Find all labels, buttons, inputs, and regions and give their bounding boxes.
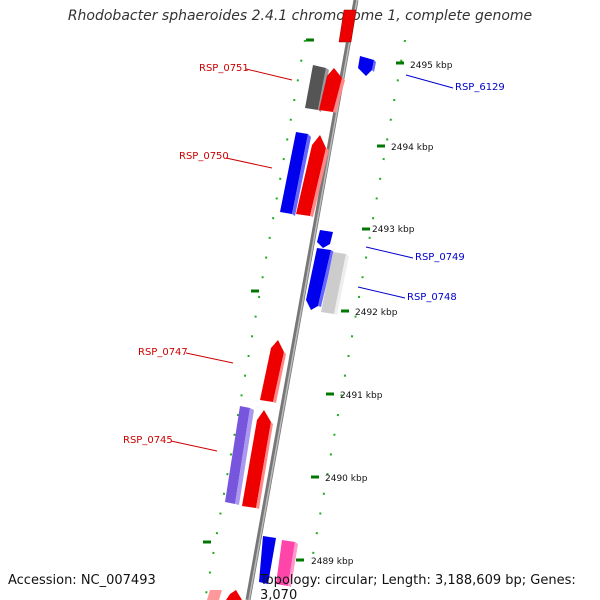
- scale-label: 2489 kbp: [311, 557, 354, 567]
- scale-label: 2494 kbp: [391, 143, 434, 153]
- accession-label: Accession: NC_007493: [8, 573, 156, 588]
- gene-label-rsp_0751[interactable]: RSP_0751: [199, 63, 249, 74]
- gene-bottom-forward[interactable]: [207, 590, 242, 600]
- genome-summary: Topology: circular; Length: 3,188,609 bp…: [260, 573, 576, 600]
- gene-label-rsp_0745[interactable]: RSP_0745: [123, 435, 173, 446]
- gene-label-rsp_0747[interactable]: RSP_0747: [138, 347, 188, 358]
- gene-rsp_0750-blue[interactable]: [280, 132, 311, 216]
- gene-label-rsp_0749[interactable]: RSP_0749: [415, 252, 465, 263]
- scale-ticks: [296, 61, 404, 562]
- gene-rsp_0748-grey[interactable]: [321, 252, 349, 315]
- label-leader: [357, 286, 406, 299]
- label-leader: [185, 352, 234, 364]
- label-leader: [405, 74, 454, 89]
- gene-label-rsp_0748[interactable]: RSP_0748: [407, 292, 457, 303]
- gene-bottom-reverse[interactable]: [259, 536, 298, 587]
- label-leader: [365, 246, 414, 259]
- label-leader: [245, 68, 293, 81]
- scale-guide-dots-right: [311, 39, 406, 561]
- gene-rsp_0751-grey[interactable]: [305, 65, 329, 112]
- gene-rsp_0745[interactable]: [242, 410, 273, 509]
- gene-rsp_6129[interactable]: [358, 56, 376, 76]
- label-leader: [170, 440, 218, 452]
- scale-label: 2491 kbp: [340, 391, 383, 401]
- gene-rsp_0751[interactable]: [319, 68, 345, 113]
- gene-rsp_0750[interactable]: [296, 135, 329, 217]
- gene-rsp_0747[interactable]: [260, 340, 286, 403]
- gene-arrow[interactable]: [338, 9, 357, 43]
- gene-label-rsp_0750[interactable]: RSP_0750: [179, 151, 229, 162]
- gene-rsp_0748-blue[interactable]: [306, 248, 334, 310]
- left-ticks: [203, 38, 314, 544]
- scale-label: 2495 kbp: [410, 61, 453, 71]
- scale-label: 2490 kbp: [325, 474, 368, 484]
- label-leader: [225, 157, 273, 169]
- genome-title: Rhodobacter sphaeroides 2.4.1 chromosome…: [67, 8, 533, 24]
- gene-rsp_0745-purple[interactable]: [225, 406, 254, 505]
- gene-rsp_0749[interactable]: [317, 230, 333, 248]
- gene-label-rsp_6129[interactable]: RSP_6129: [455, 82, 505, 93]
- outer-guide-dots-left: [204, 39, 306, 600]
- scale-label: 2492 kbp: [355, 308, 398, 318]
- scale-label: 2493 kbp: [372, 225, 415, 235]
